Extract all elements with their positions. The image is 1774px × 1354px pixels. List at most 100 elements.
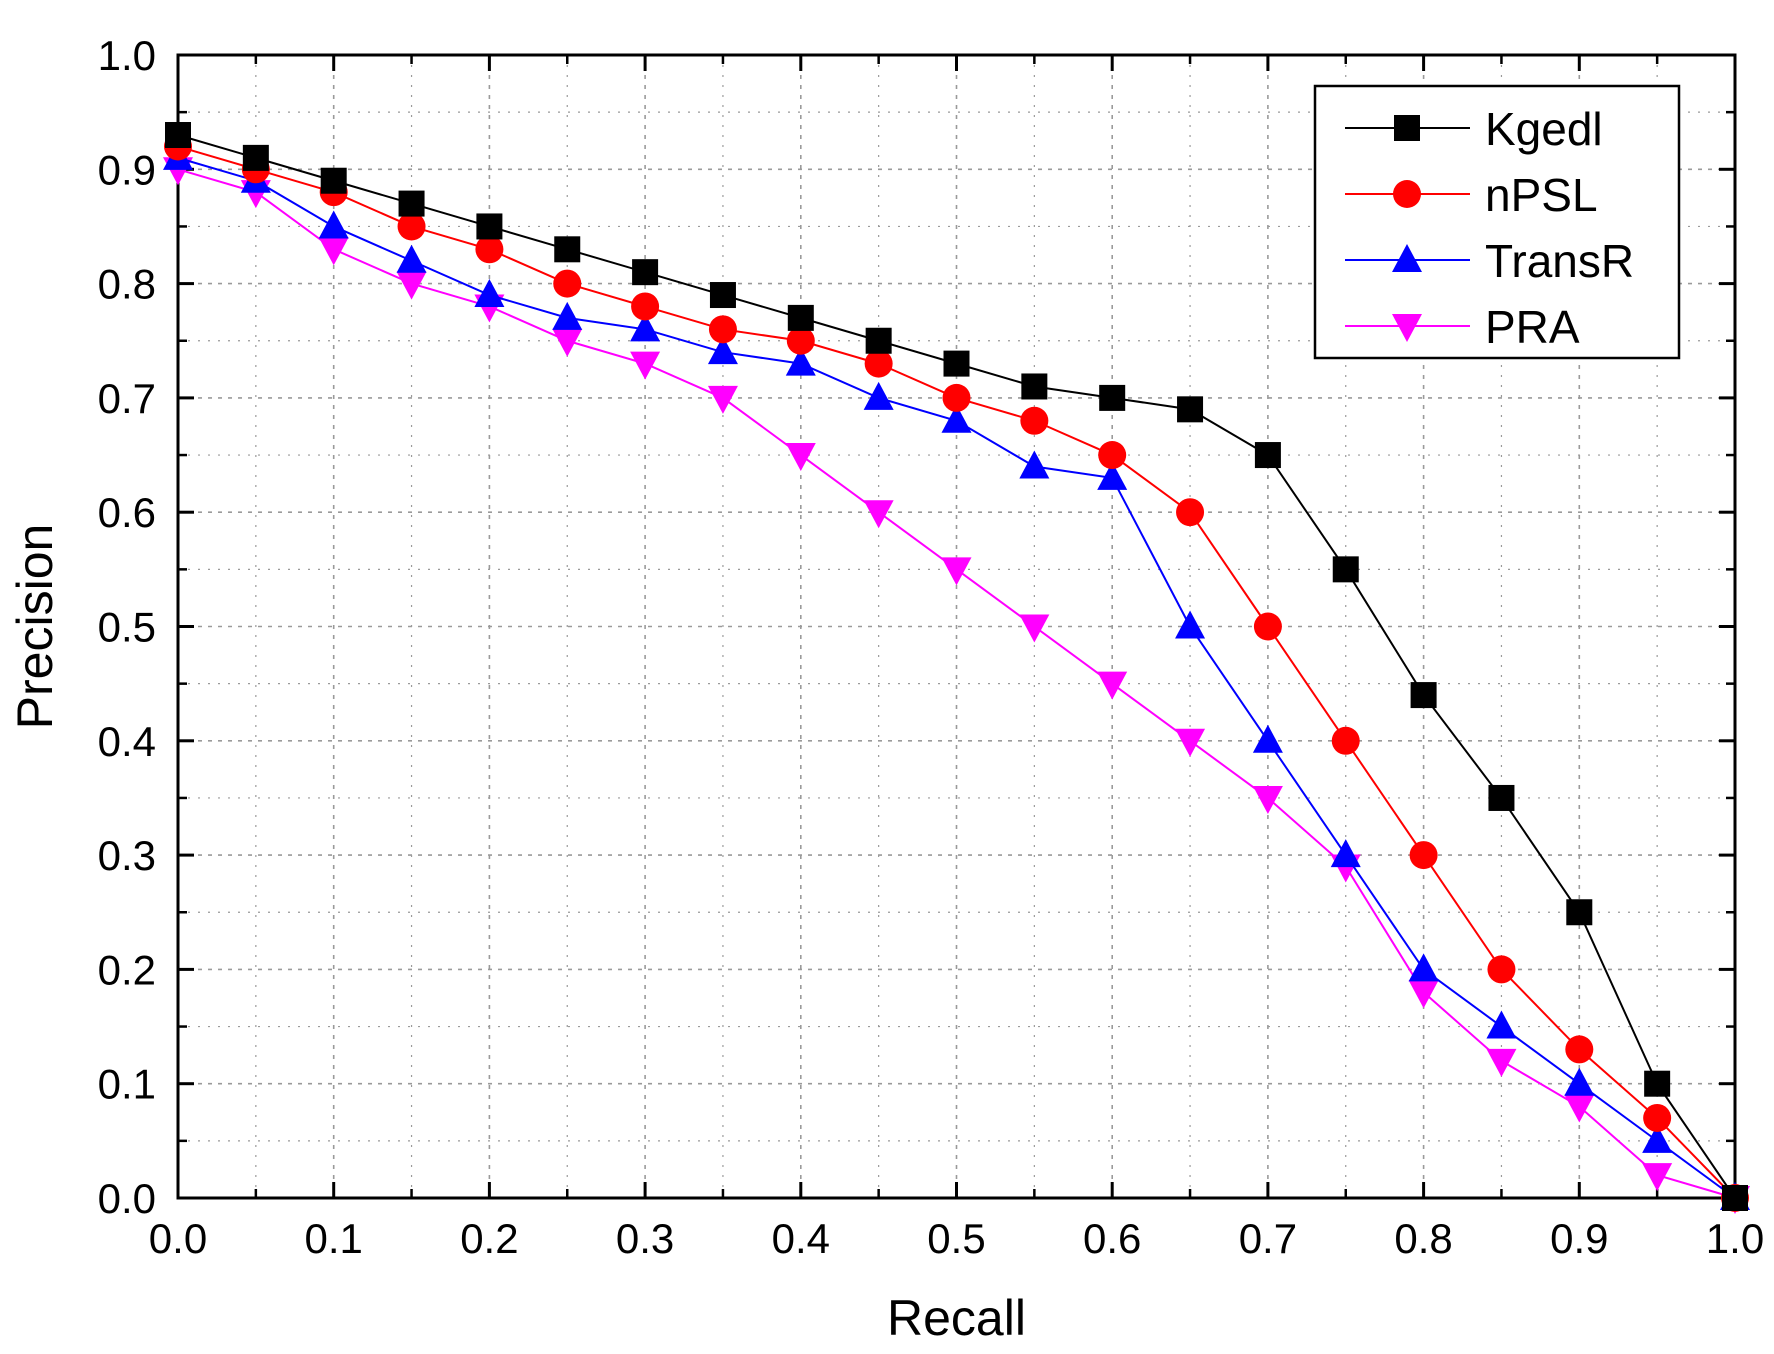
data-point-pra [630,351,661,380]
data-point-npsl [397,212,426,241]
data-point-transr [474,279,505,308]
data-point-transr [785,347,816,376]
data-point-transr [1330,839,1361,868]
data-point-kgedl [709,282,736,309]
data-point-transr [318,210,349,239]
data-point-kgedl [320,167,347,194]
data-point-kgedl [1332,556,1359,583]
data-point-pra [552,328,583,357]
series-pra [163,157,1750,1214]
series-transr [163,141,1750,1210]
y-tick-label: 0.6 [98,489,156,536]
x-tick-label: 0.8 [1394,1215,1452,1262]
data-point-transr [941,404,972,433]
legend-marker [1392,314,1422,342]
data-point-pra [1252,785,1283,814]
data-point-kgedl [1722,1185,1748,1211]
y-tick-label: 0.1 [98,1061,156,1108]
legend-item-npsl: nPSL [1345,169,1598,221]
data-point-npsl [1331,726,1360,755]
data-point-pra [707,385,738,414]
data-point-kgedl [865,327,892,354]
legend-label: TransR [1485,235,1634,287]
x-tick-label: 0.4 [772,1215,830,1262]
data-point-pra [1642,1163,1673,1192]
legend-marker [1393,180,1421,208]
data-point-kgedl [632,259,659,286]
x-tick-label: 0.9 [1550,1215,1608,1262]
y-tick-label: 0.0 [98,1175,156,1222]
data-point-npsl [1409,841,1438,870]
data-point-npsl [1487,955,1516,984]
data-point-transr [396,244,427,273]
x-tick-label: 0.7 [1239,1215,1297,1262]
y-tick-label: 0.5 [98,604,156,651]
data-point-kgedl [1021,373,1048,400]
data-point-kgedl [1410,682,1437,709]
data-point-npsl [631,292,660,321]
data-point-npsl [786,326,815,355]
y-tick-label: 0.9 [98,146,156,193]
x-tick-label: 0.5 [927,1215,985,1262]
legend-marker [1394,115,1420,141]
data-point-transr [552,301,583,330]
y-tick-label: 0.8 [98,261,156,308]
data-point-transr [1408,953,1439,982]
x-tick-label: 0.1 [305,1215,363,1262]
data-point-pra [1564,1094,1595,1123]
data-point-pra [1097,671,1128,700]
data-point-kgedl [1254,442,1281,469]
data-point-pra [863,500,894,529]
y-tick-label: 1.0 [98,32,156,79]
data-point-transr [1019,450,1050,479]
data-point-pra [1408,980,1439,1009]
data-point-kgedl [943,350,970,377]
y-axis-title: Precision [7,524,63,730]
data-point-pra [318,237,349,266]
legend-box [1313,84,1681,360]
data-point-transr [863,381,894,410]
legend-item-transr: TransR [1345,235,1634,287]
data-series [163,122,1750,1214]
data-point-transr [1175,610,1206,639]
data-point-kgedl [1099,384,1126,411]
data-point-transr [630,313,661,342]
x-tick-label: 0.2 [460,1215,518,1262]
data-point-kgedl [554,236,581,263]
data-point-npsl [1098,441,1127,470]
data-point-npsl [1565,1035,1594,1064]
y-tick-label: 0.4 [98,718,156,765]
data-point-npsl [1253,612,1282,641]
data-point-transr [1642,1124,1673,1153]
data-point-npsl [942,383,971,412]
data-point-transr [1564,1067,1595,1096]
legend-label: Kgedl [1485,103,1603,155]
x-tick-label: 0.0 [149,1215,207,1262]
data-point-kgedl [1566,899,1593,926]
data-point-kgedl [398,190,425,217]
data-point-npsl [1020,406,1049,435]
data-point-npsl [553,269,582,298]
data-point-kgedl [1488,784,1515,811]
legend-marker [1392,244,1422,272]
x-tick-label: 0.6 [1083,1215,1141,1262]
series-kgedl [165,122,1748,1211]
data-point-kgedl [1644,1070,1671,1097]
data-point-kgedl [1177,396,1204,423]
data-point-kgedl [476,213,503,240]
y-tick-label: 0.2 [98,946,156,993]
legend-label: PRA [1485,301,1580,353]
legend-item-pra: PRA [1345,301,1580,353]
data-point-transr [707,336,738,365]
data-point-pra [941,557,972,586]
data-point-kgedl [787,304,814,331]
data-point-npsl [1643,1103,1672,1132]
x-tick-label: 1.0 [1706,1215,1764,1262]
data-point-npsl [864,349,893,378]
data-point-transr [1486,1010,1517,1039]
data-point-pra [396,271,427,300]
data-point-npsl [1176,498,1205,527]
data-point-transr [1097,461,1128,490]
legend-label: nPSL [1485,169,1598,221]
